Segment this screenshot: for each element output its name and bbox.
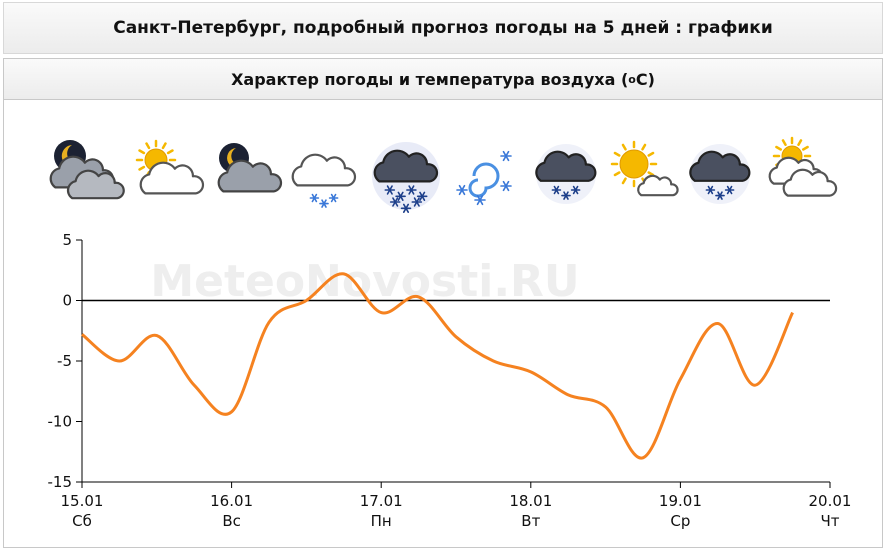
sun-ray <box>781 139 787 146</box>
sun-ray <box>613 151 621 157</box>
cloud-icon <box>373 149 439 183</box>
cloud-icon <box>637 174 679 197</box>
cloud-icon <box>689 150 751 182</box>
y-tick-label: 0 <box>62 292 72 310</box>
snowflake <box>397 191 404 201</box>
x-tick-day-label: Пн <box>371 512 392 530</box>
sun-ray <box>647 151 655 157</box>
sun-ray <box>775 145 782 151</box>
sun-ray <box>621 177 627 185</box>
snowflake <box>553 185 560 195</box>
snowflake <box>476 194 484 206</box>
snowflake <box>563 191 569 200</box>
cloud-icon <box>139 161 205 195</box>
sun-ray <box>161 142 167 150</box>
blizzard-icon <box>456 150 512 206</box>
moon-crescent <box>227 148 245 168</box>
snowflake <box>707 185 714 195</box>
dark-cloud-snow-icon <box>689 144 751 204</box>
swirl-icon <box>468 162 500 198</box>
snowflake <box>502 150 510 162</box>
snowflake <box>311 193 318 203</box>
x-tick-day-label: Ср <box>670 512 690 530</box>
sun-ray <box>647 171 655 177</box>
panel-title-prefix: Характер погоды и температура воздуха ( <box>231 69 629 89</box>
snow-icon <box>456 184 468 196</box>
snowflake <box>413 197 420 207</box>
y-tick-label: -15 <box>48 473 73 491</box>
sun-ray <box>166 149 174 155</box>
watermark-text: MeteoNovosti.RU <box>150 256 579 307</box>
snow-icon <box>500 180 512 192</box>
y-tick-label: -10 <box>48 413 73 431</box>
snowflake <box>572 185 579 195</box>
cloud-icon <box>66 169 125 200</box>
panel-title-degree: o <box>628 72 636 86</box>
sun-ray <box>797 139 803 146</box>
x-tick-day-label: Чт <box>820 512 839 530</box>
night-partly-cloudy-icon <box>49 140 125 200</box>
snowflake <box>321 199 327 208</box>
snow-icon <box>309 193 339 208</box>
snowflake <box>392 197 399 207</box>
chart-panel-title: Характер погоды и температура воздуха (o… <box>4 59 882 100</box>
x-tick-day-label: Вт <box>521 512 540 530</box>
snowflake <box>386 185 393 195</box>
dark-cloud-heavy-snow-icon <box>372 142 440 213</box>
snowflake <box>502 180 510 192</box>
sun-ray <box>613 171 621 177</box>
sun-icon <box>610 140 658 188</box>
snowflake <box>408 185 415 195</box>
x-tick-day-label: Сб <box>72 512 92 530</box>
x-tick-date-label: 16.01 <box>210 492 253 510</box>
x-tick-date-label: 19.01 <box>659 492 702 510</box>
snowflake <box>330 193 337 203</box>
sun-behind-clouds-icon <box>768 136 838 197</box>
moon-behind-cloud-icon <box>217 143 283 193</box>
sun-small-cloud-icon <box>610 140 679 197</box>
snow-icon <box>474 194 486 206</box>
snowflake <box>458 184 466 196</box>
y-tick-label: -5 <box>57 352 72 370</box>
sun-ray <box>145 142 151 150</box>
x-tick-date-label: 20.01 <box>809 492 852 510</box>
sun-disc <box>619 149 649 179</box>
sun-ray <box>138 165 146 171</box>
x-tick-date-label: 15.01 <box>61 492 104 510</box>
cloud-light-snow-icon <box>291 153 357 208</box>
x-tick-day-label: Вс <box>222 512 241 530</box>
snowflake <box>402 203 410 213</box>
page-title: Санкт-Петербург, подробный прогноз погод… <box>3 2 883 54</box>
sun-ray <box>641 143 647 151</box>
snow-icon <box>551 185 581 200</box>
y-tick-label: 5 <box>62 231 72 249</box>
cloud-icon <box>782 168 838 197</box>
sun-ray <box>138 149 146 155</box>
cloud-icon <box>217 159 283 193</box>
snowflake <box>717 191 723 200</box>
snow-icon <box>389 197 423 213</box>
x-tick-date-label: 17.01 <box>360 492 403 510</box>
sun-ray <box>621 143 627 151</box>
panel-title-suffix: C) <box>635 69 655 89</box>
x-tick-date-label: 18.01 <box>509 492 552 510</box>
snow-icon <box>705 185 735 200</box>
sun-behind-cloud-icon <box>135 139 205 195</box>
temperature-line <box>81 272 794 460</box>
snow-icon <box>500 150 512 162</box>
dark-cloud-snow-icon <box>535 144 597 204</box>
chart-panel: Характер погоды и температура воздуха (o… <box>3 58 883 548</box>
snowflake <box>726 185 733 195</box>
snow-icon <box>384 185 428 201</box>
snowflake <box>419 191 426 201</box>
cloud-icon <box>535 150 597 182</box>
sun-ray <box>802 145 809 151</box>
cloud-icon <box>291 153 357 187</box>
